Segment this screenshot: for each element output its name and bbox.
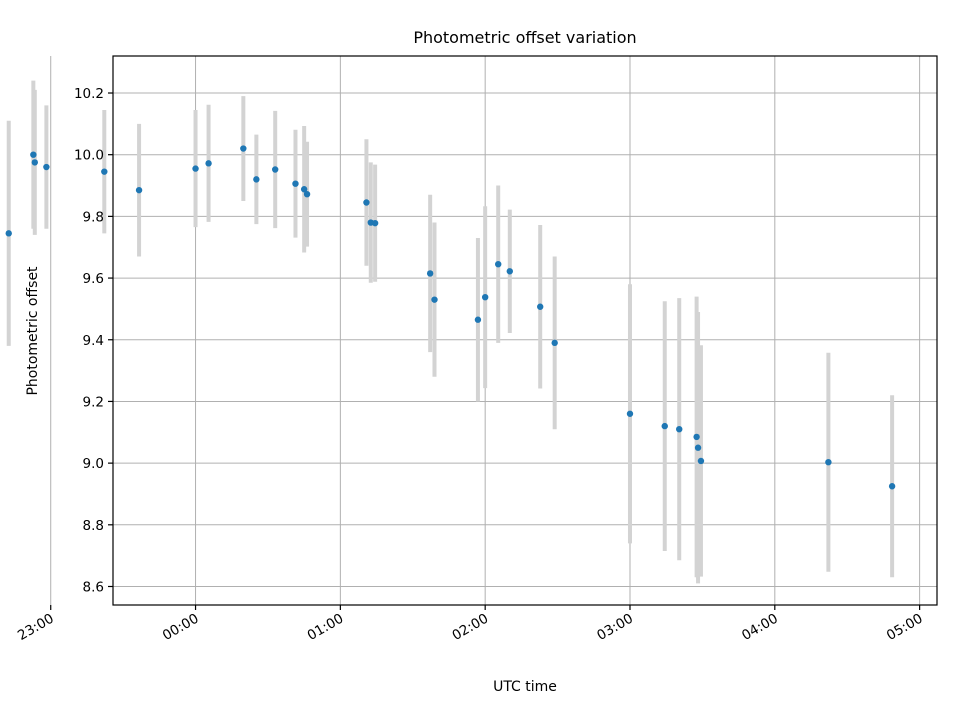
y-tick-label: 9.8: [83, 209, 104, 225]
data-point: [5, 230, 12, 237]
data-point: [537, 303, 544, 310]
data-point: [300, 186, 308, 193]
data-point: [676, 425, 683, 433]
x-axis: 23:00 00:00 01:00 02:00 03:00 04:00 05:00: [15, 605, 926, 644]
y-axis-label: Photometric offset: [25, 266, 41, 396]
x-axis-label: UTC time: [493, 679, 557, 695]
data-points: [5, 145, 896, 490]
y-tick-label: 9.4: [83, 333, 104, 349]
y-axis: 8.6 8.8 9.0 9.2 9.4 9.6 9.8 10.0 10.2: [74, 86, 113, 595]
data-point: [271, 166, 279, 173]
y-tick-label: 9.6: [83, 271, 104, 287]
y-tick-label: 8.8: [83, 518, 104, 534]
data-point: [506, 268, 513, 275]
data-point: [495, 260, 502, 268]
data-point: [474, 316, 482, 323]
data-point: [240, 145, 247, 152]
data-point: [371, 219, 379, 227]
chart-title: Photometric offset variation: [413, 28, 636, 47]
data-point: [292, 180, 299, 187]
data-point: [303, 190, 311, 198]
y-tick-label: 10.0: [74, 148, 104, 164]
x-tick-label: 02:00: [449, 611, 491, 644]
x-tick-label: 05:00: [884, 611, 926, 644]
data-point: [205, 160, 212, 167]
data-point: [135, 186, 143, 194]
data-point: [825, 458, 832, 466]
x-tick-label: 00:00: [160, 611, 202, 644]
data-point: [626, 410, 634, 417]
x-tick-label: 04:00: [739, 611, 781, 644]
x-tick-label: 23:00: [15, 611, 57, 644]
data-point: [693, 433, 700, 441]
y-tick-label: 9.0: [83, 456, 104, 472]
data-point: [101, 168, 108, 175]
data-point: [192, 165, 199, 172]
data-point: [431, 296, 438, 303]
y-tick-label: 9.2: [83, 394, 104, 410]
data-point: [30, 151, 37, 158]
data-point: [697, 457, 705, 465]
data-point: [694, 444, 702, 451]
data-point: [426, 270, 434, 277]
x-tick-label: 03:00: [594, 611, 636, 644]
error-bars: [6, 80, 895, 584]
data-point: [363, 199, 370, 206]
data-point: [661, 422, 668, 430]
x-tick-label: 01:00: [305, 611, 347, 644]
data-point: [31, 159, 38, 166]
plot-frame: [112, 55, 938, 606]
y-tick-label: 8.6: [83, 579, 104, 595]
y-tick-label: 10.2: [74, 86, 104, 102]
data-point: [253, 176, 260, 183]
data-point: [888, 483, 896, 490]
grid: [50, 56, 937, 605]
data-point: [43, 163, 50, 171]
data-point: [481, 293, 489, 301]
data-point: [551, 339, 558, 347]
